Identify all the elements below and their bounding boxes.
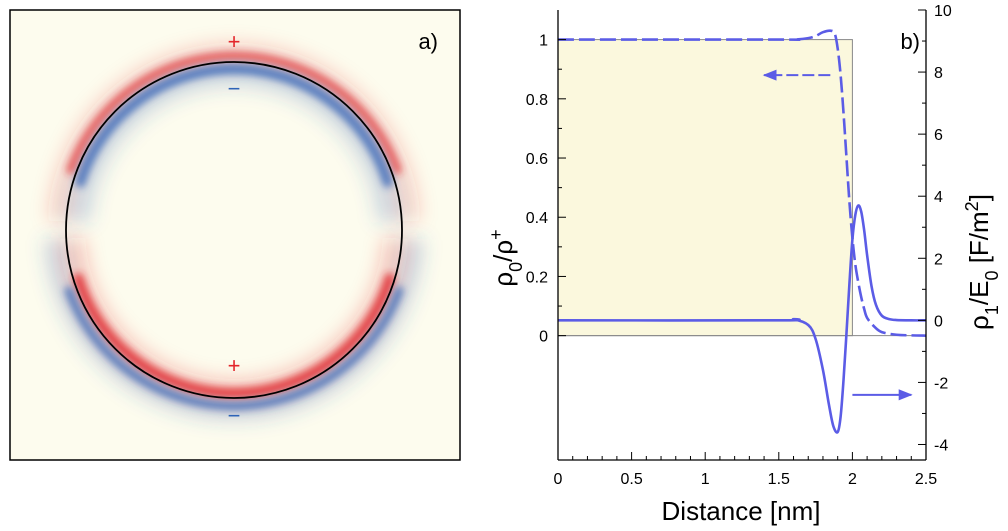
sign-top-positive: + bbox=[228, 29, 241, 54]
y-left-tick-label: 1 bbox=[539, 33, 548, 50]
x-axis-ticks: 0 0.5 1 1.5 2 2.5 bbox=[554, 452, 937, 488]
y-right-axis-title: ρ1/E0 [F/m2] bbox=[962, 194, 1002, 330]
lower-positive-band bbox=[73, 273, 395, 398]
y-right-title-mid: /E bbox=[964, 281, 994, 306]
upper-negative-band bbox=[75, 64, 393, 188]
y-left-tick-label: 0.8 bbox=[526, 92, 548, 109]
panel-b: 0 0.5 1 1.5 2 2.5 00.20.40.60.81 -4-20246810 … bbox=[486, 3, 1002, 526]
lower-negative-band bbox=[64, 286, 404, 410]
y-right-tick-label: 8 bbox=[934, 65, 943, 82]
y-right-axis-ticks: -4 -2 0 2 4 6 8 10 bbox=[918, 3, 952, 454]
sign-bottom-negative: − bbox=[228, 403, 241, 428]
y-right-tick-label: 0 bbox=[934, 313, 943, 330]
y-left-tick-label: 0.2 bbox=[526, 269, 548, 286]
y-left-tick-label: 0 bbox=[539, 329, 548, 346]
y-left-title-mid: /ρ bbox=[488, 240, 518, 262]
y-right-title-sub1: 1 bbox=[982, 305, 1002, 315]
series-line-left-dashed bbox=[557, 29, 927, 337]
y-left-title-sub: 0 bbox=[506, 262, 526, 272]
y-right-title-sup: 2 bbox=[962, 201, 982, 211]
lower-negative-halo bbox=[43, 238, 425, 422]
y-right-tick-label: 2 bbox=[934, 251, 943, 268]
x-axis-title: Distance [nm] bbox=[662, 496, 821, 526]
axes-frame bbox=[557, 10, 927, 461]
charge-density-map bbox=[43, 42, 425, 422]
y-left-axis-title: ρ0/ρ+ bbox=[486, 229, 526, 286]
y-right-title-unit-close: ] bbox=[964, 194, 994, 201]
x-tick-label: 0 bbox=[554, 471, 563, 488]
x-tick-label: 1 bbox=[701, 471, 710, 488]
panel-b-label: b) bbox=[900, 29, 920, 54]
y-left-tick-label: 0.4 bbox=[526, 210, 548, 227]
sphere-boundary bbox=[65, 61, 403, 399]
sign-top-negative: − bbox=[228, 76, 241, 101]
y-right-tick-label: -4 bbox=[934, 437, 948, 454]
upper-positive-band bbox=[66, 51, 402, 175]
y-right-tick-label: 6 bbox=[934, 127, 943, 144]
panel-a: a) + − + − bbox=[9, 9, 461, 461]
y-left-axis-ticks: 0 0.2 0.4 0.6 0.8 1 bbox=[526, 33, 566, 346]
y-right-title-unit-open: [F/m bbox=[964, 211, 994, 270]
upper-negative-halo bbox=[65, 61, 403, 223]
x-tick-label: 2.5 bbox=[915, 471, 937, 488]
y-right-tick-label: 10 bbox=[934, 3, 952, 20]
series-line-right-solid bbox=[557, 204, 927, 434]
y-left-title-sup: + bbox=[486, 229, 506, 240]
panel-a-label: a) bbox=[418, 29, 438, 54]
y-left-title-base: ρ bbox=[488, 272, 518, 287]
y-right-title-sub2: 0 bbox=[982, 271, 1002, 281]
annotation-layer bbox=[762, 69, 913, 401]
y-right-tick-label: 4 bbox=[934, 189, 943, 206]
series-layer bbox=[557, 29, 927, 434]
x-tick-label: 0.5 bbox=[620, 471, 642, 488]
x-tick-label: 1.5 bbox=[768, 471, 790, 488]
y-left-tick-label: 0.6 bbox=[526, 151, 548, 168]
sign-bottom-positive: + bbox=[228, 353, 241, 378]
core-region-fill bbox=[558, 39, 853, 336]
y-right-tick-label: -2 bbox=[934, 375, 948, 392]
y-right-title-base: ρ bbox=[964, 315, 994, 330]
x-tick-label: 2 bbox=[848, 471, 857, 488]
